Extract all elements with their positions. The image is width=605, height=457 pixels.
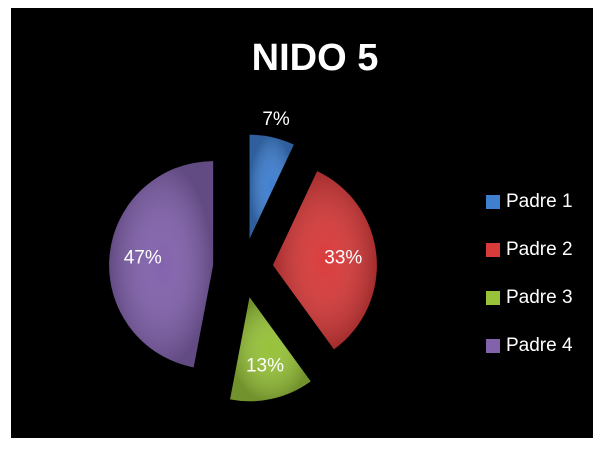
legend-label: Padre 1 [506,191,573,212]
legend-swatch [486,195,500,209]
legend-label: Padre 4 [506,335,573,356]
slice-shade [230,297,311,402]
legend-swatch [486,339,500,353]
data-label: 13% [246,355,284,376]
legend-swatch [486,291,500,305]
legend-label: Padre 2 [506,239,573,260]
legend-swatch [486,243,500,257]
slice-shade [109,161,214,368]
data-label: 33% [324,248,362,269]
data-label: 47% [124,248,162,269]
slice-shade [272,171,377,350]
slice-shade [249,134,294,239]
legend-label: Padre 3 [506,287,573,308]
chart-title: NIDO 5 [252,37,379,79]
data-label: 7% [262,109,290,130]
